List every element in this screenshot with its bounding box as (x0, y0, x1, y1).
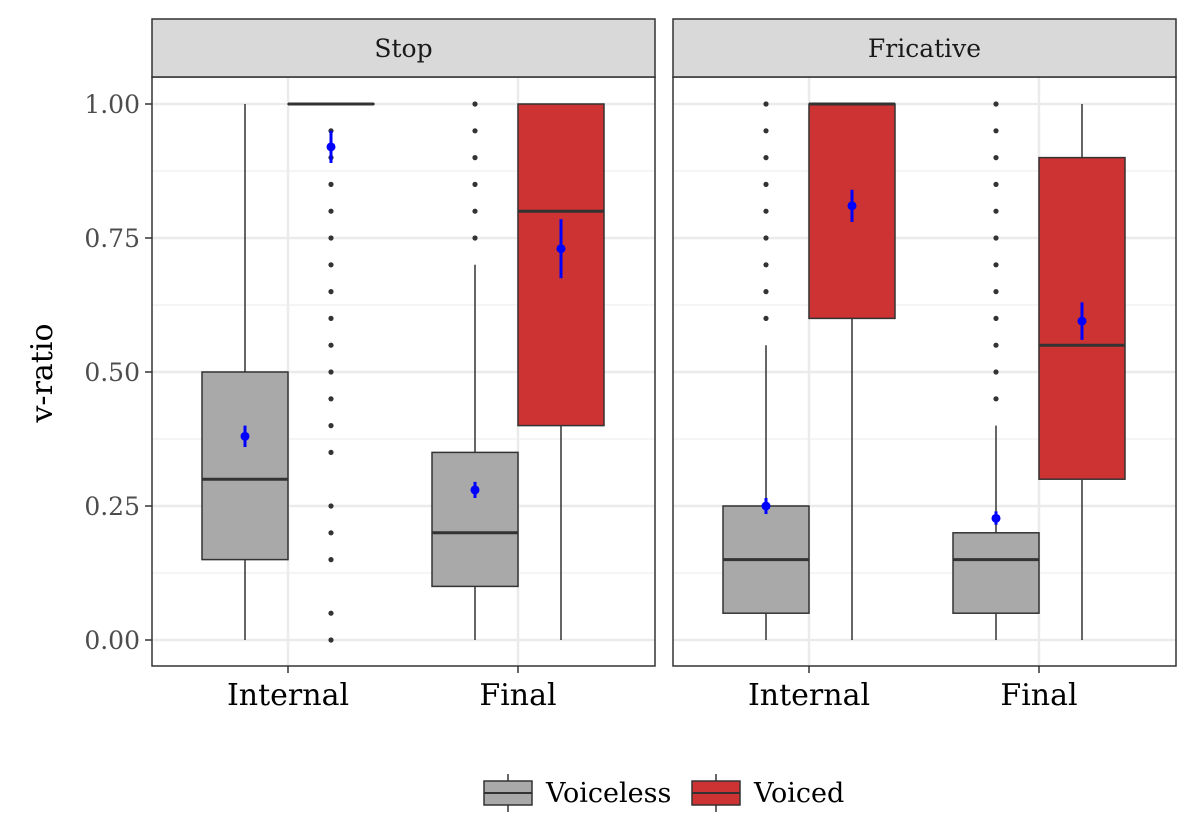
box-internal-voiceless (201, 104, 289, 640)
outlier-point (763, 128, 769, 134)
mean-point (240, 431, 250, 441)
outlier-point (328, 396, 334, 402)
facet-strip (151, 18, 656, 78)
legend-item-voiceless: Voiceless (483, 774, 671, 812)
outlier-point (472, 208, 478, 214)
x-tick-label: Internal (227, 678, 349, 713)
outlier-point (993, 315, 999, 321)
outlier-point (763, 208, 769, 214)
outlier-point (328, 342, 334, 348)
y-tick-label: 1.00 (84, 90, 140, 119)
outlier-point (328, 315, 334, 321)
outlier-point (328, 181, 334, 187)
outlier-point (472, 181, 478, 187)
mean-point (326, 142, 336, 152)
outlier-point (993, 155, 999, 161)
outlier-point (763, 181, 769, 187)
box-body (431, 451, 519, 588)
outlier-point (472, 235, 478, 241)
legend: Voiceless Voiced (483, 774, 844, 812)
y-axis: 0.00 0.25 0.50 0.75 1.00 (84, 90, 152, 655)
box-final-voiceless (431, 101, 519, 640)
outlier-point (993, 369, 999, 375)
outlier-point (993, 101, 999, 107)
mean-point (470, 485, 480, 495)
legend-item-voiced: Voiced (691, 774, 844, 812)
outlier-point (328, 208, 334, 214)
outlier-point (993, 262, 999, 268)
box-internal-voiceless (722, 101, 810, 640)
outlier-point (328, 289, 334, 295)
box-final-voiced (517, 103, 605, 640)
outlier-point (472, 155, 478, 161)
box-body (952, 532, 1040, 614)
outlier-point (328, 637, 334, 643)
mean-point (1077, 316, 1087, 326)
x-tick-label: Final (479, 678, 556, 713)
outlier-point (328, 235, 334, 241)
y-axis-title: v-ratio (25, 323, 60, 423)
x-tick-label: Final (1000, 678, 1077, 713)
outlier-point (763, 155, 769, 161)
outlier-point (328, 610, 334, 616)
outlier-point (763, 262, 769, 268)
y-tick-label: 0.50 (84, 358, 140, 387)
outlier-point (993, 342, 999, 348)
y-tick-label: 0.75 (84, 224, 140, 253)
outlier-point (993, 396, 999, 402)
outlier-point (763, 315, 769, 321)
legend-label: Voiceless (545, 778, 671, 809)
outlier-point (993, 208, 999, 214)
facet-strip (672, 18, 1177, 78)
outlier-point (993, 181, 999, 187)
box-internal-voiced (287, 102, 375, 643)
mean-point (991, 513, 1001, 523)
outlier-point (328, 557, 334, 563)
x-tick-label: Internal (748, 678, 870, 713)
mean-point (556, 244, 566, 254)
y-tick-label: 0.25 (84, 492, 140, 521)
outlier-point (328, 449, 334, 455)
outlier-point (328, 503, 334, 509)
panels: Stop Internal Final Fricative Internal Final (151, 18, 1177, 713)
outlier-point (993, 289, 999, 295)
outlier-point (472, 101, 478, 107)
outlier-point (993, 235, 999, 241)
facet-panel-fricative: Fricative Internal Final (672, 18, 1177, 713)
outlier-point (328, 369, 334, 375)
outlier-point (328, 262, 334, 268)
box-final-voiceless (952, 101, 1040, 640)
outlier-point (472, 128, 478, 134)
mean-point (761, 501, 771, 511)
facet-panel-stop: Stop Internal Final (151, 18, 656, 713)
outlier-point (328, 530, 334, 536)
mean-point (847, 201, 857, 211)
box-internal-voiced (808, 102, 896, 640)
legend-label: Voiced (753, 778, 844, 809)
outlier-point (993, 128, 999, 134)
outlier-point (328, 423, 334, 429)
facet-strip-label: Fricative (868, 34, 981, 63)
facet-strip-label: Stop (374, 34, 432, 63)
outlier-point (763, 289, 769, 295)
outlier-point (763, 235, 769, 241)
outlier-point (763, 101, 769, 107)
box-body (201, 371, 289, 561)
box-final-voiced (1038, 104, 1126, 640)
y-tick-label: 0.00 (84, 626, 140, 655)
